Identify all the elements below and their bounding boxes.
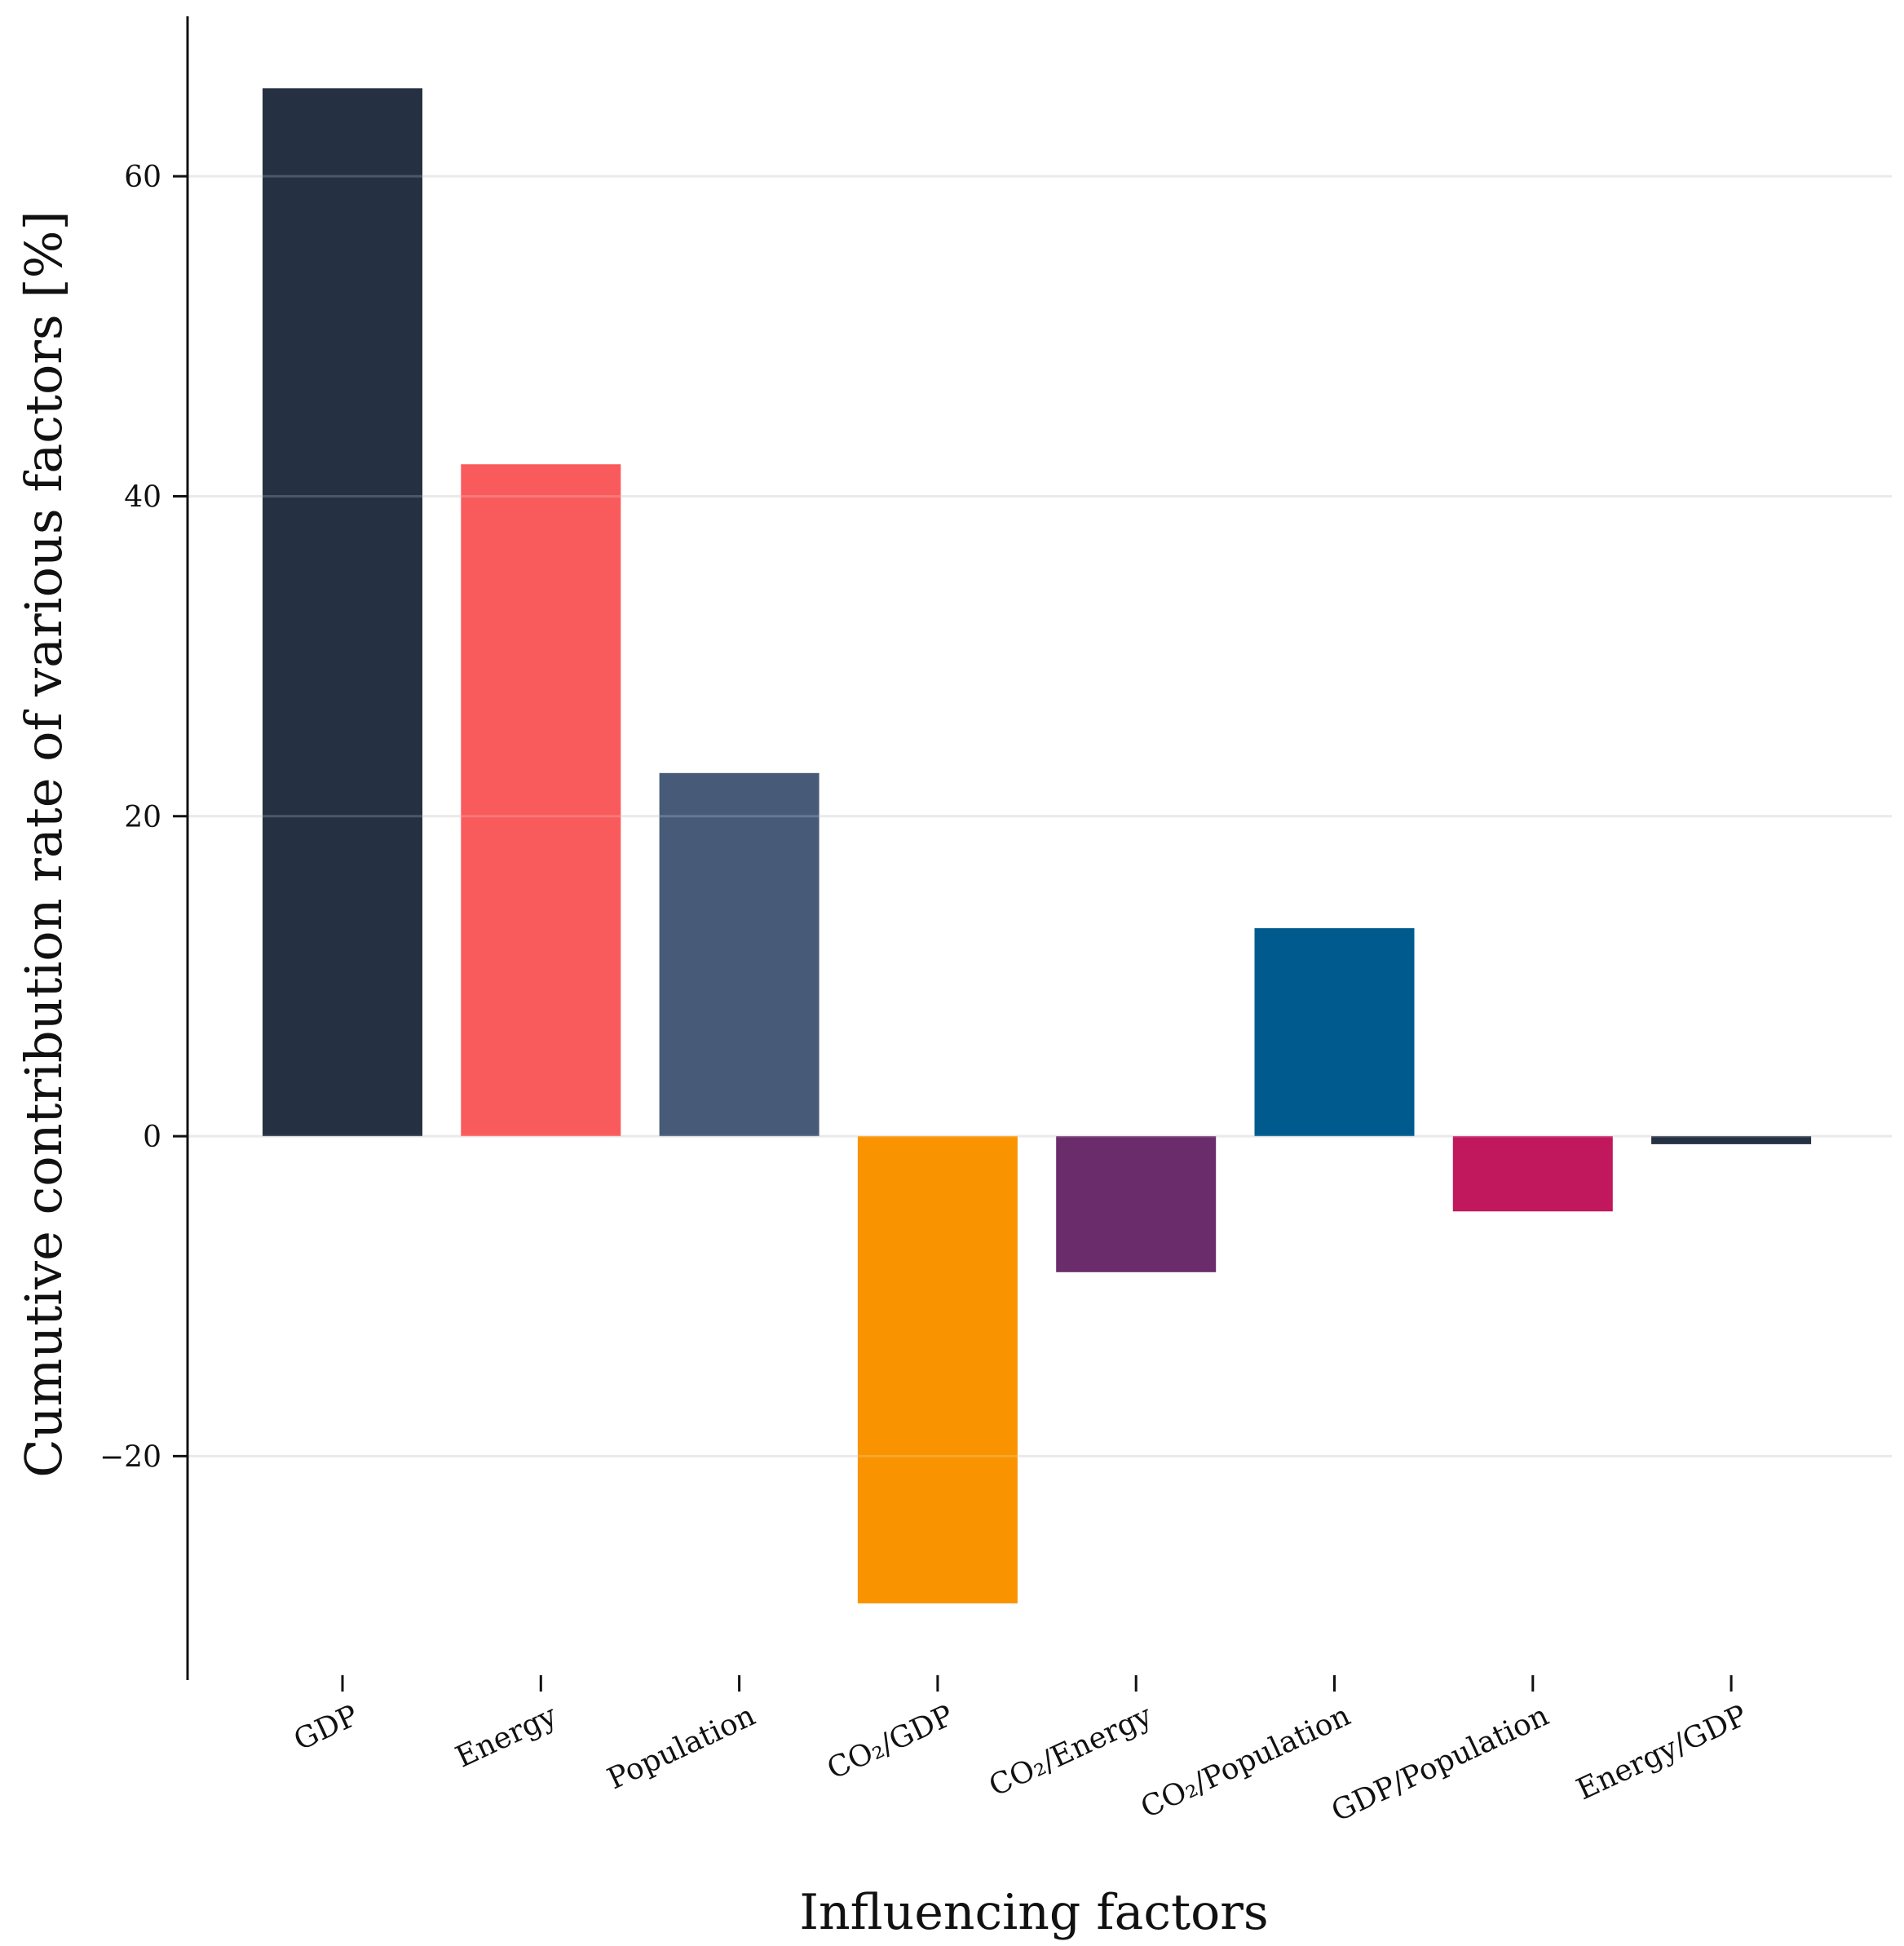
x-tick-label: GDP bbox=[289, 1699, 364, 1758]
bar bbox=[461, 464, 621, 1137]
bar bbox=[857, 1136, 1018, 1603]
y-tick-label: 40 bbox=[124, 480, 161, 514]
y-tick-label: 20 bbox=[124, 801, 161, 834]
bar bbox=[659, 772, 819, 1137]
x-tick-label: CO₂/Energy bbox=[984, 1699, 1158, 1803]
y-tick-label: −20 bbox=[99, 1440, 161, 1474]
bar bbox=[1254, 928, 1415, 1137]
x-tick-label: GDP/Population bbox=[1327, 1699, 1554, 1829]
x-tick-label: Energy/GDP bbox=[1571, 1699, 1752, 1807]
y-axis-title: Cumutive contribution rate of various fa… bbox=[14, 210, 73, 1477]
bar bbox=[1651, 1136, 1812, 1144]
x-ticks: GDP Energy Population CO₂/GDP CO₂/EnergyCO₂/… bbox=[289, 1675, 1752, 1829]
x-tick-label: CO₂/GDP bbox=[822, 1699, 958, 1786]
x-tick-label: CO₂/Population bbox=[1136, 1699, 1355, 1825]
y-tick-label: 0 bbox=[143, 1121, 161, 1154]
bar bbox=[1056, 1136, 1217, 1272]
y-ticks: −20 0 20 40 60 bbox=[99, 161, 188, 1474]
y-tick-label: 60 bbox=[124, 161, 161, 194]
bars bbox=[188, 88, 1892, 1603]
x-tick-label: Population bbox=[603, 1699, 761, 1796]
x-tick-label: Energy bbox=[451, 1699, 563, 1775]
x-axis-title: Influencing factors bbox=[799, 1884, 1268, 1941]
bar bbox=[1452, 1136, 1613, 1212]
bar bbox=[263, 88, 422, 1137]
